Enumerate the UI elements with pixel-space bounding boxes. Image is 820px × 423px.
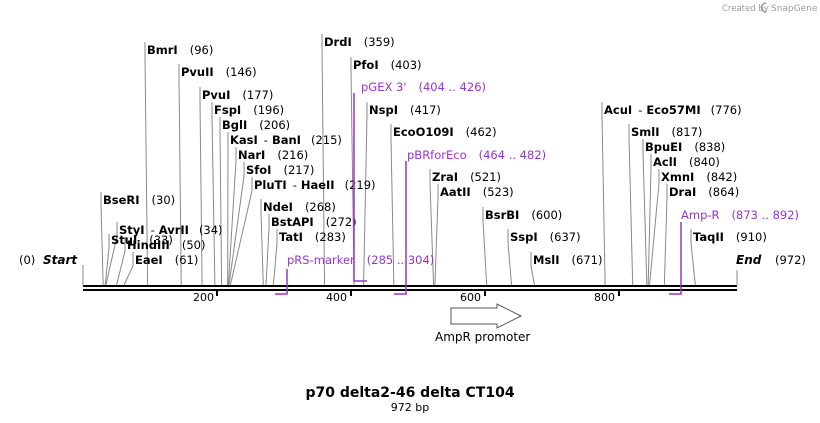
snapgene-logo-icon <box>760 2 767 13</box>
enzyme-PvuI[interactable]: PvuI (177) <box>202 88 273 102</box>
tick-200: 200 <box>193 291 214 304</box>
enzyme-EaeI[interactable]: EaeI (61) <box>135 253 198 267</box>
leader-line-StyI <box>105 222 118 286</box>
enzyme-BmrI[interactable]: BmrI (96) <box>147 43 213 57</box>
leader-line-NspI <box>363 102 368 286</box>
enzyme-PvuII[interactable]: PvuII (146) <box>181 65 257 79</box>
leader-line-AatII <box>434 184 439 286</box>
enzyme-BsrBI[interactable]: BsrBI (600) <box>485 208 562 222</box>
enzyme-FspI[interactable]: FspI (196) <box>214 103 284 117</box>
feature-markers <box>275 93 682 295</box>
enzyme-AclI[interactable]: AclI (840) <box>653 155 720 169</box>
leader-line-BpuEI <box>642 139 648 286</box>
enzyme-BglI[interactable]: BglI (206) <box>222 118 290 132</box>
leader-line-BglI <box>219 117 223 286</box>
enzyme-NarI[interactable]: NarI (216) <box>238 148 308 162</box>
enzyme-MslI[interactable]: MslI (671) <box>533 253 602 267</box>
promoter-label: AmpR promoter <box>435 330 530 344</box>
enzyme-ZraI[interactable]: ZraI (521) <box>432 170 501 184</box>
leader-line-DrdI <box>321 34 326 286</box>
leader-line-TaqII <box>690 229 696 286</box>
leader-line-HindIII <box>116 237 126 286</box>
enzyme-BseRI[interactable]: BseRI (30) <box>103 193 175 207</box>
leader-lines <box>100 34 696 286</box>
promoter-arrow[interactable] <box>450 303 523 329</box>
leader-line-BmrI <box>144 42 149 286</box>
tick-400: 400 <box>326 291 347 304</box>
feature-pRS-marker[interactable]: pRS-marker (285 .. 304) <box>287 253 434 267</box>
leader-line-SspI <box>507 229 513 286</box>
leader-line-MslI <box>530 252 535 286</box>
enzyme-NdeI[interactable]: NdeI (268) <box>263 200 336 214</box>
end-label: End <box>736 253 762 267</box>
enzyme-PfoI[interactable]: PfoI (403) <box>353 58 422 72</box>
enzyme-labels: BseRI (30) StuI (33) StyI - AvrII (34) HindII… <box>103 35 767 267</box>
leader-line-PluTI <box>229 177 253 286</box>
enzyme-KasI-BanI[interactable]: KasI - BanI (215) <box>230 133 342 147</box>
leader-line-AcuI <box>601 102 606 286</box>
enzyme-AatII[interactable]: AatII (523) <box>440 185 514 199</box>
enzyme-TaqII[interactable]: TaqII (910) <box>693 230 767 244</box>
leader-line-NarI <box>227 147 237 286</box>
start-position: (0) <box>19 253 35 267</box>
start-label: Start <box>43 253 78 267</box>
feature-labels: pRS-marker (285 .. 304) pGEX 3' (404 .. 42… <box>287 80 799 267</box>
enzyme-EcoO109I[interactable]: EcoO109I (462) <box>393 125 497 139</box>
enzyme-BpuEI[interactable]: BpuEI (838) <box>645 140 725 154</box>
leader-line-NdeI <box>260 199 264 286</box>
tick-600: 600 <box>460 291 481 304</box>
enzyme-HindIII[interactable]: HindIII (50) <box>127 238 205 252</box>
leader-line-PvuII <box>178 64 182 286</box>
leader-line-AclI <box>647 154 652 286</box>
enzyme-BstAPI[interactable]: BstAPI (272) <box>271 215 357 229</box>
leader-line-FspI <box>211 102 216 286</box>
leader-line-BseRI <box>100 192 104 286</box>
leader-line-SmlI <box>628 124 634 286</box>
axis-ticks: 200 400 600 800 <box>193 290 620 304</box>
leader-line-BstAPI <box>265 214 270 286</box>
leader-line-StuI <box>104 234 110 286</box>
enzyme-NspI[interactable]: NspI (417) <box>369 103 441 117</box>
leader-line-ZraI <box>429 169 435 286</box>
map-title: p70 delta2-46 delta CT104 <box>305 385 514 401</box>
feature-Amp-R[interactable]: Amp-R (873 .. 892) <box>681 208 799 222</box>
enzyme-StuI-label[interactable]: StuI (33) <box>111 233 173 247</box>
enzyme-PluTI-HaeII[interactable]: PluTI - HaeII (219) <box>254 178 376 192</box>
leader-line-XmnI <box>649 169 660 286</box>
enzyme-DrdI[interactable]: DrdI (359) <box>324 35 395 49</box>
leader-line-PvuI <box>199 87 203 286</box>
leader-line-TatI <box>272 229 278 286</box>
backbone <box>82 265 738 291</box>
credit-brand: SnapGene <box>771 4 818 14</box>
feature-pGEX-3[interactable]: pGEX 3' (404 .. 426) <box>361 80 486 94</box>
leader-line-EcoO109I <box>390 124 395 286</box>
leader-line-PfoI <box>350 57 355 286</box>
leader-line-BsrBI <box>482 207 488 286</box>
map-length: 972 bp <box>391 401 429 414</box>
end-position: (972) <box>775 253 806 267</box>
enzyme-AcuI-Eco57MI[interactable]: AcuI - Eco57MI (776) <box>604 103 742 117</box>
leader-line-DraI <box>663 184 668 286</box>
enzyme-SmlI[interactable]: SmlI (817) <box>631 125 702 139</box>
enzyme-XmnI[interactable]: XmnI (842) <box>661 170 737 184</box>
credit-prefix: Created by <box>722 4 769 14</box>
enzyme-SfoI[interactable]: SfoI (217) <box>246 163 314 177</box>
enzyme-SspI[interactable]: SspI (637) <box>510 230 581 244</box>
feature-pBRforEco[interactable]: pBRforEco (464 .. 482) <box>407 148 546 162</box>
enzyme-DraI[interactable]: DraI (864) <box>669 185 739 199</box>
leader-line-SfoI <box>228 162 245 286</box>
enzyme-TatI[interactable]: TatI (283) <box>279 230 346 244</box>
leader-line-EaeI <box>123 252 134 286</box>
tick-800: 800 <box>594 291 615 304</box>
enzyme-StyI-AvrII[interactable]: StyI - AvrII (34) <box>119 223 223 237</box>
